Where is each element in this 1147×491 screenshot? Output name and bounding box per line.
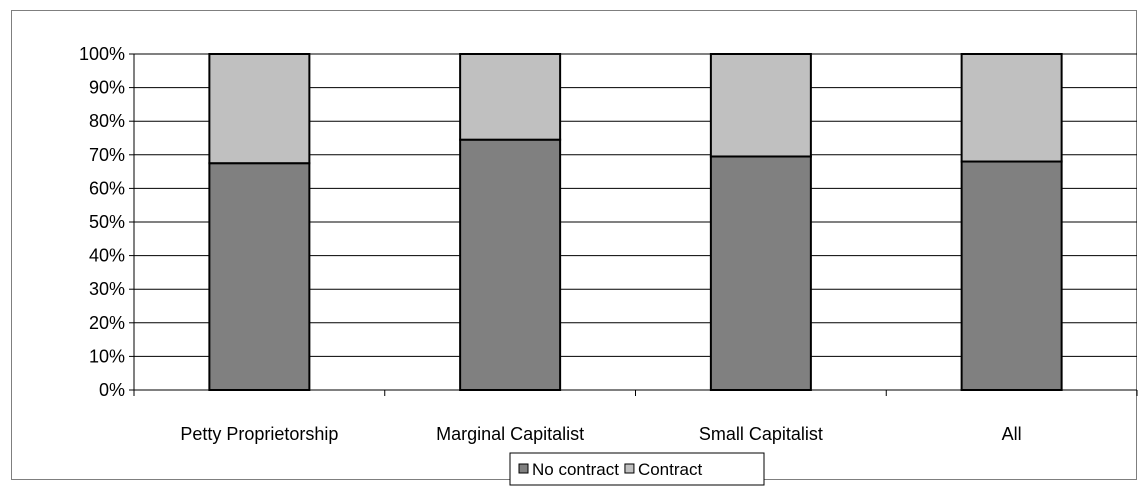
y-tick-label: 0% xyxy=(99,380,125,400)
y-tick-label: 30% xyxy=(89,279,125,299)
y-tick-label: 70% xyxy=(89,145,125,165)
legend-swatch-contract xyxy=(624,463,635,474)
y-tick-label: 80% xyxy=(89,111,125,131)
axes xyxy=(129,53,1138,396)
bar-no-contract-marginal-capitalist xyxy=(459,138,562,391)
y-tick-label: 60% xyxy=(89,178,125,198)
x-category-label: All xyxy=(1002,424,1022,444)
y-tick-label: 20% xyxy=(89,313,125,333)
y-tick-label: 100% xyxy=(79,44,125,64)
bar-contract-all xyxy=(960,53,1063,163)
legend-label-no-contract: No contract xyxy=(532,460,619,479)
bar-no-contract-petty-proprietorship xyxy=(208,162,311,391)
x-category-label: Marginal Capitalist xyxy=(436,424,584,444)
legend-label-contract: Contract xyxy=(638,460,703,479)
y-tick-label: 40% xyxy=(89,246,125,266)
legend-swatch-no-contract xyxy=(518,463,529,474)
bar-contract-petty-proprietorship xyxy=(208,53,311,165)
bar-contract-small-capitalist xyxy=(709,53,812,158)
legend-box xyxy=(509,452,765,486)
x-category-labels: Petty Proprietorship Marginal Capitalist S… xyxy=(180,424,1021,444)
legend: No contract Contract xyxy=(509,452,765,486)
y-tick-label: 50% xyxy=(89,212,125,232)
y-tick-label: 10% xyxy=(89,346,125,366)
bar-no-contract-all xyxy=(960,160,1063,391)
x-category-label: Petty Proprietorship xyxy=(180,424,338,444)
bar-contract-marginal-capitalist xyxy=(459,53,562,141)
bars xyxy=(208,53,1063,391)
y-tick-label: 90% xyxy=(89,78,125,98)
y-tick-labels: 0% 10% 20% 30% 40% 50% 60% 70% 80% 90% 100% xyxy=(79,44,125,400)
bar-no-contract-small-capitalist xyxy=(709,155,812,391)
x-category-label: Small Capitalist xyxy=(699,424,823,444)
